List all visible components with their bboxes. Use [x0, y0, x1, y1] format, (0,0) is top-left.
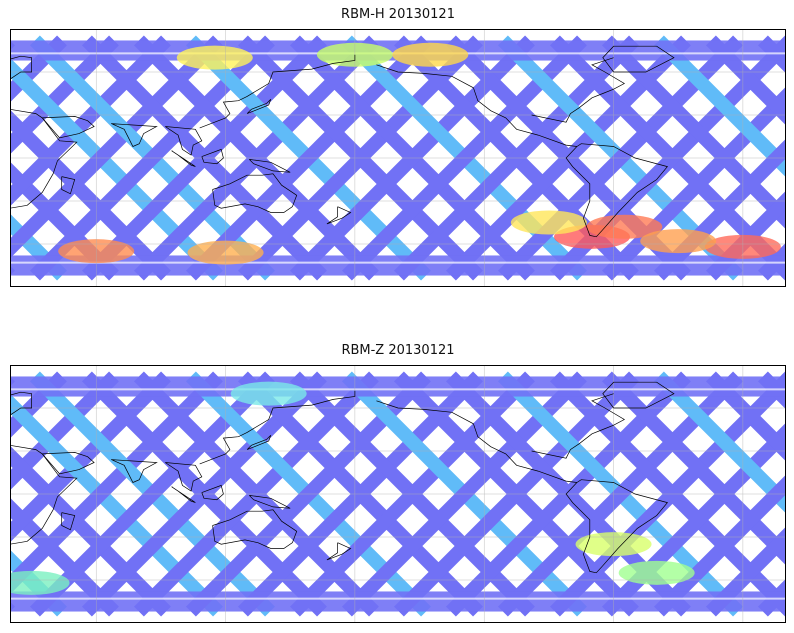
coastline: [602, 45, 675, 73]
map-rbm-z: [10, 365, 786, 623]
hotspot: [586, 214, 663, 239]
hotspot: [510, 210, 587, 235]
hotspot: [230, 381, 307, 406]
coastline: [111, 123, 158, 147]
coastline: [165, 126, 203, 156]
north-polar-band: [10, 376, 786, 397]
polar-gap: [10, 261, 786, 264]
coastlines: [10, 45, 675, 238]
coastline: [326, 542, 352, 561]
hotspot: [618, 560, 695, 585]
coastline: [42, 452, 95, 475]
map-frame: [10, 365, 786, 623]
hotspot: [176, 45, 253, 70]
coastline: [10, 444, 78, 545]
south-polar-band: [10, 591, 786, 612]
coastline: [61, 512, 76, 531]
orbit-track-ascending: [705, 371, 786, 462]
coastline: [212, 509, 298, 549]
hotspot: [10, 570, 70, 595]
orbit-track-descending: [705, 526, 786, 617]
coastlines: [10, 381, 675, 574]
coastline: [199, 54, 356, 129]
coastline: [531, 393, 626, 459]
coastline: [10, 391, 32, 416]
coastline: [249, 159, 291, 173]
polar-gap: [10, 597, 786, 600]
map-frame: [10, 29, 786, 287]
hotspot: [640, 229, 717, 254]
coastline: [249, 495, 291, 509]
polar-gap: [10, 388, 786, 391]
coastline: [246, 434, 272, 450]
coastline: [61, 176, 76, 195]
coastline: [201, 484, 224, 501]
coastline: [201, 148, 224, 165]
coastline: [111, 459, 158, 483]
coastline: [326, 206, 352, 225]
coastline: [376, 64, 577, 147]
coastline: [199, 390, 356, 465]
south-polar-band: [10, 255, 786, 276]
map-rbm-h: [10, 29, 786, 287]
coastline: [531, 57, 626, 123]
coastline: [10, 108, 78, 209]
coastline: [602, 381, 675, 409]
coastline: [171, 486, 196, 503]
panel-title-rbm-h: RBM-H 20130121: [341, 7, 455, 22]
panel-title-rbm-z: RBM-Z 20130121: [341, 343, 455, 358]
coastline: [42, 116, 95, 139]
coastline: [376, 400, 577, 483]
orbit-track-ascending: [705, 35, 786, 126]
coastline: [565, 143, 669, 238]
hotspot: [392, 42, 469, 67]
coastline: [171, 150, 196, 167]
coastline: [246, 98, 272, 114]
coastline: [10, 55, 32, 80]
coastline: [165, 462, 203, 492]
coastline: [565, 479, 669, 574]
coastline: [212, 173, 298, 213]
